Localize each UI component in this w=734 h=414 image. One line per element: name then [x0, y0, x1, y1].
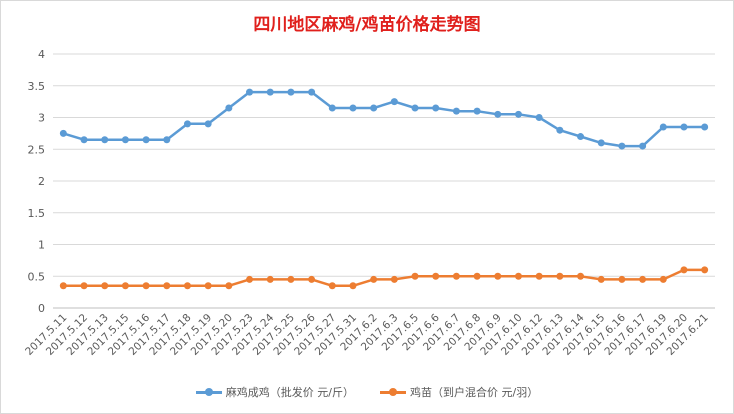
data-point	[349, 104, 357, 112]
data-point	[287, 88, 295, 96]
data-point	[390, 275, 398, 283]
series-line-2	[63, 268, 705, 288]
data-point	[514, 272, 522, 280]
data-point	[556, 126, 564, 134]
data-point	[80, 136, 88, 144]
data-point	[101, 136, 109, 144]
data-point	[121, 282, 129, 290]
data-point	[328, 104, 336, 112]
data-point	[701, 123, 709, 131]
data-point	[494, 110, 502, 118]
data-point	[59, 129, 67, 137]
gridlines	[53, 53, 715, 309]
data-point	[639, 275, 647, 283]
data-point	[80, 282, 88, 290]
y-tick-label: 2.5	[28, 143, 46, 156]
data-point	[142, 282, 150, 290]
data-point	[308, 275, 316, 283]
data-point	[101, 282, 109, 290]
legend-marker-series-2	[389, 388, 397, 396]
y-tick-label: 3	[38, 112, 45, 125]
data-point	[59, 282, 67, 290]
data-point	[370, 104, 378, 112]
data-point	[473, 107, 481, 115]
data-point	[411, 272, 419, 280]
data-point	[494, 272, 502, 280]
y-tick-label: 0.5	[28, 270, 46, 283]
data-point	[390, 98, 398, 106]
legend-label-series-1: 麻鸡成鸡（批发价 元/斤）	[225, 386, 354, 399]
data-point	[659, 275, 667, 283]
y-tick-label: 1	[38, 239, 45, 252]
y-tick-label: 0	[38, 302, 45, 315]
data-point	[308, 88, 316, 96]
legend-marker-series-1	[204, 388, 213, 396]
data-point	[266, 275, 274, 283]
data-point	[535, 272, 543, 280]
data-point	[142, 136, 150, 144]
data-point	[246, 88, 254, 96]
chart-title: 四川地区麻鸡/鸡苗价格走势图	[253, 15, 481, 35]
data-point	[411, 104, 419, 112]
y-tick-label: 1.5	[28, 207, 46, 220]
data-point	[204, 120, 212, 128]
series-group	[59, 88, 709, 290]
legend-label-series-2: 鸡苗（到户混合价 元/羽）	[410, 386, 539, 399]
data-point	[597, 139, 605, 147]
y-tick-label: 2	[38, 175, 45, 188]
legend-item-series-1: 麻鸡成鸡（批发价 元/斤）	[195, 384, 354, 400]
data-point	[432, 272, 440, 280]
data-point	[328, 282, 336, 290]
data-point	[659, 123, 667, 131]
x-axis-ticks: 2017.5.112017.5.122017.5.132017.5.152017…	[23, 311, 711, 358]
y-tick-label: 4	[38, 48, 45, 61]
data-point	[266, 88, 274, 96]
series-line-1	[62, 90, 705, 148]
data-point	[639, 142, 647, 150]
data-point	[680, 266, 688, 274]
data-point	[514, 110, 522, 118]
data-point	[597, 275, 605, 283]
legend-swatch-series-1	[195, 387, 222, 397]
data-point	[225, 104, 233, 112]
data-point	[349, 282, 357, 290]
data-point	[556, 272, 564, 280]
data-point	[452, 107, 460, 115]
data-point	[246, 275, 254, 283]
data-point	[287, 275, 295, 283]
data-point	[370, 275, 378, 283]
legend-swatch-series-2	[380, 387, 406, 397]
legend: 麻鸡成鸡（批发价 元/斤） 鸡苗（到户混合价 元/羽）	[1, 384, 733, 400]
data-point	[577, 272, 585, 280]
data-point	[432, 104, 440, 112]
y-axis-ticks: 0 0.5 1 1.5 2 2.5 3 3.5 4	[28, 48, 46, 315]
data-point	[701, 266, 709, 274]
data-point	[183, 282, 191, 290]
data-point	[535, 114, 543, 121]
data-point	[225, 282, 233, 290]
data-point	[121, 136, 129, 144]
series-2	[59, 266, 709, 290]
data-point	[577, 133, 585, 141]
data-point	[680, 123, 688, 131]
data-point	[473, 272, 481, 280]
data-point	[183, 120, 191, 128]
data-point	[163, 136, 171, 144]
data-point	[163, 282, 171, 290]
data-point	[204, 282, 212, 290]
legend-item-series-2: 鸡苗（到户混合价 元/羽）	[380, 384, 538, 400]
series-1	[59, 88, 709, 150]
data-point	[618, 275, 626, 283]
y-tick-label: 3.5	[28, 80, 46, 93]
data-point	[452, 272, 460, 280]
data-point	[618, 142, 626, 150]
